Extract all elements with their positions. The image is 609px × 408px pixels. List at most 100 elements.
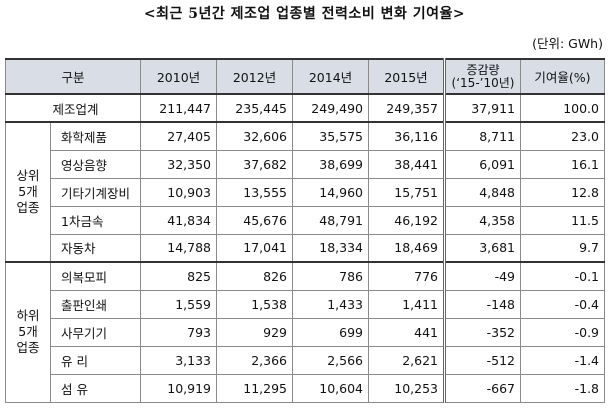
- cell-2015: 36,116: [368, 121, 446, 151]
- cell-2015: 441: [368, 317, 446, 347]
- table-row: 섬 유 10,919 11,295 10,604 10,253 -667 -1.8: [6, 373, 605, 403]
- header-row: 구분 2010년 2012년 2014년 2015년 증감량 (‘15-’10년…: [5, 58, 605, 95]
- cell-2010: 3,133: [140, 345, 217, 375]
- table-row: 하위 5개 업종 의복모피 825 826 786 776 -49 -0.1: [5, 261, 605, 403]
- cell-contribution: -0.1: [520, 261, 605, 291]
- cell-2014: 1,433: [292, 289, 369, 319]
- bottom-group-label: 하위 5개 업종: [5, 261, 51, 403]
- row-label: 사무기기: [50, 317, 141, 347]
- table-row: 상위 5개 업종 화학제품 27,405 32,606 35,575 36,116 8,711 2…: [5, 121, 605, 263]
- cell-2012: 37,682: [216, 149, 293, 179]
- cell-2015: 1,411: [368, 289, 446, 319]
- cell-contribution: 9.7: [520, 233, 605, 263]
- cell-2012: 32,606: [216, 121, 293, 151]
- cell-change: 4,358: [444, 205, 521, 235]
- row-label: 출판인쇄: [50, 289, 141, 319]
- cell-change: -352: [444, 317, 521, 347]
- cell-2015: 46,192: [368, 205, 446, 235]
- cell-2010: 14,788: [140, 233, 217, 263]
- cell-2015: 38,441: [368, 149, 446, 179]
- table-row: 유 리 3,133 2,366 2,566 2,621 -512 -1.4: [6, 345, 605, 375]
- cell-2015: 2,621: [368, 345, 446, 375]
- cell-2012: 826: [216, 261, 293, 291]
- cell-2015: 18,469: [368, 233, 446, 263]
- bottom-group-label-line: 5개: [18, 324, 38, 340]
- top-group-label-line: 상위: [16, 168, 40, 183]
- cell-2014: 2,566: [292, 345, 369, 375]
- row-label: 영상음향: [50, 149, 141, 179]
- cell-2010: 10,903: [140, 177, 217, 207]
- header-change: 증감량 (‘15-’10년): [444, 58, 521, 95]
- cell-2012: 13,555: [216, 177, 293, 207]
- cell-2014: 10,604: [292, 373, 369, 403]
- cell-2010: 1,559: [140, 289, 217, 319]
- header-2014: 2014년: [292, 58, 369, 95]
- cell-change: -148: [444, 289, 521, 319]
- unit-label: (단위: GWh): [532, 36, 603, 51]
- bottom-group-label-line: 하위: [16, 308, 40, 324]
- table-row: 영상음향 32,350 37,682 38,699 38,441 6,091 16.1: [6, 149, 605, 179]
- cell-2010: 793: [140, 317, 217, 347]
- cell-2015: 15,751: [368, 177, 446, 207]
- cell-2014: 699: [292, 317, 369, 347]
- table-title: <최근 5년간 제조업 업종별 전력소비 변화 기여율>: [143, 6, 466, 22]
- cell-2010: 41,834: [140, 205, 217, 235]
- top-group-label: 상위 5개 업종: [5, 121, 51, 263]
- cell-2014: 35,575: [292, 121, 369, 151]
- cell-change: 3,681: [444, 233, 521, 263]
- cell-contribution: 11.5: [520, 205, 605, 235]
- table-row: 자동차 14,788 17,041 18,334 18,469 3,681 9.7: [6, 233, 605, 263]
- cell-2015: 776: [368, 261, 446, 291]
- cell-2014: 14,960: [292, 177, 369, 207]
- table-row-manufacturing: 제조업계 211,447 235,445 249,490 249,357 37,…: [5, 93, 605, 123]
- row-label: 1차금속: [50, 205, 141, 235]
- top-group-label-line: 5개: [18, 184, 38, 199]
- cell-2015: 10,253: [368, 373, 446, 403]
- table-row: 1차금속 41,834 45,676 48,791 46,192 4,358 11.5: [6, 205, 605, 235]
- cell-change: 37,911: [444, 93, 521, 123]
- cell-2014: 18,334: [292, 233, 369, 263]
- row-label: 제조업계: [5, 93, 141, 123]
- row-label: 섬 유: [50, 373, 141, 403]
- cell-2012: 17,041: [216, 233, 293, 263]
- cell-2012: 1,538: [216, 289, 293, 319]
- header-change-line1: 증감량: [466, 62, 500, 77]
- table-row: 출판인쇄 1,559 1,538 1,433 1,411 -148 -0.4: [6, 289, 605, 319]
- bottom-group-label-line: 업종: [16, 340, 40, 356]
- table-row: 사무기기 793 929 699 441 -352 -0.9: [6, 317, 605, 347]
- cell-2014: 786: [292, 261, 369, 291]
- cell-2014: 38,699: [292, 149, 369, 179]
- header-2015: 2015년: [368, 58, 446, 95]
- cell-contribution: 100.0: [520, 93, 605, 123]
- table-row: 기타기계장비 10,903 13,555 14,960 15,751 4,848 12.8: [6, 177, 605, 207]
- header-change-line2: (‘15-’10년): [451, 75, 515, 90]
- cell-2012: 235,445: [216, 93, 293, 123]
- cell-2010: 27,405: [140, 121, 217, 151]
- cell-2010: 10,919: [140, 373, 217, 403]
- cell-contribution: 12.8: [520, 177, 605, 207]
- cell-contribution: -1.8: [520, 373, 605, 403]
- cell-change: 6,091: [444, 149, 521, 179]
- cell-2010: 32,350: [140, 149, 217, 179]
- cell-change: -667: [444, 373, 521, 403]
- cell-2012: 2,366: [216, 345, 293, 375]
- cell-2010: 211,447: [140, 93, 217, 123]
- cell-2014: 249,490: [292, 93, 369, 123]
- cell-2012: 11,295: [216, 373, 293, 403]
- cell-contribution: -1.4: [520, 345, 605, 375]
- cell-2014: 48,791: [292, 205, 369, 235]
- header-2012: 2012년: [216, 58, 293, 95]
- power-consumption-table: 구분 2010년 2012년 2014년 2015년 증감량 (‘15-’10년…: [5, 58, 605, 403]
- cell-contribution: 16.1: [520, 149, 605, 179]
- cell-2012: 929: [216, 317, 293, 347]
- row-label: 화학제품: [50, 121, 141, 151]
- cell-contribution: -0.4: [520, 289, 605, 319]
- cell-change: 8,711: [444, 121, 521, 151]
- cell-change: 4,848: [444, 177, 521, 207]
- row-label: 기타기계장비: [50, 177, 141, 207]
- header-category: 구분: [5, 58, 141, 95]
- top-group-label-line: 업종: [16, 200, 40, 215]
- cell-contribution: -0.9: [520, 317, 605, 347]
- cell-2015: 249,357: [368, 93, 446, 123]
- header-contribution: 기여율(%): [520, 58, 605, 95]
